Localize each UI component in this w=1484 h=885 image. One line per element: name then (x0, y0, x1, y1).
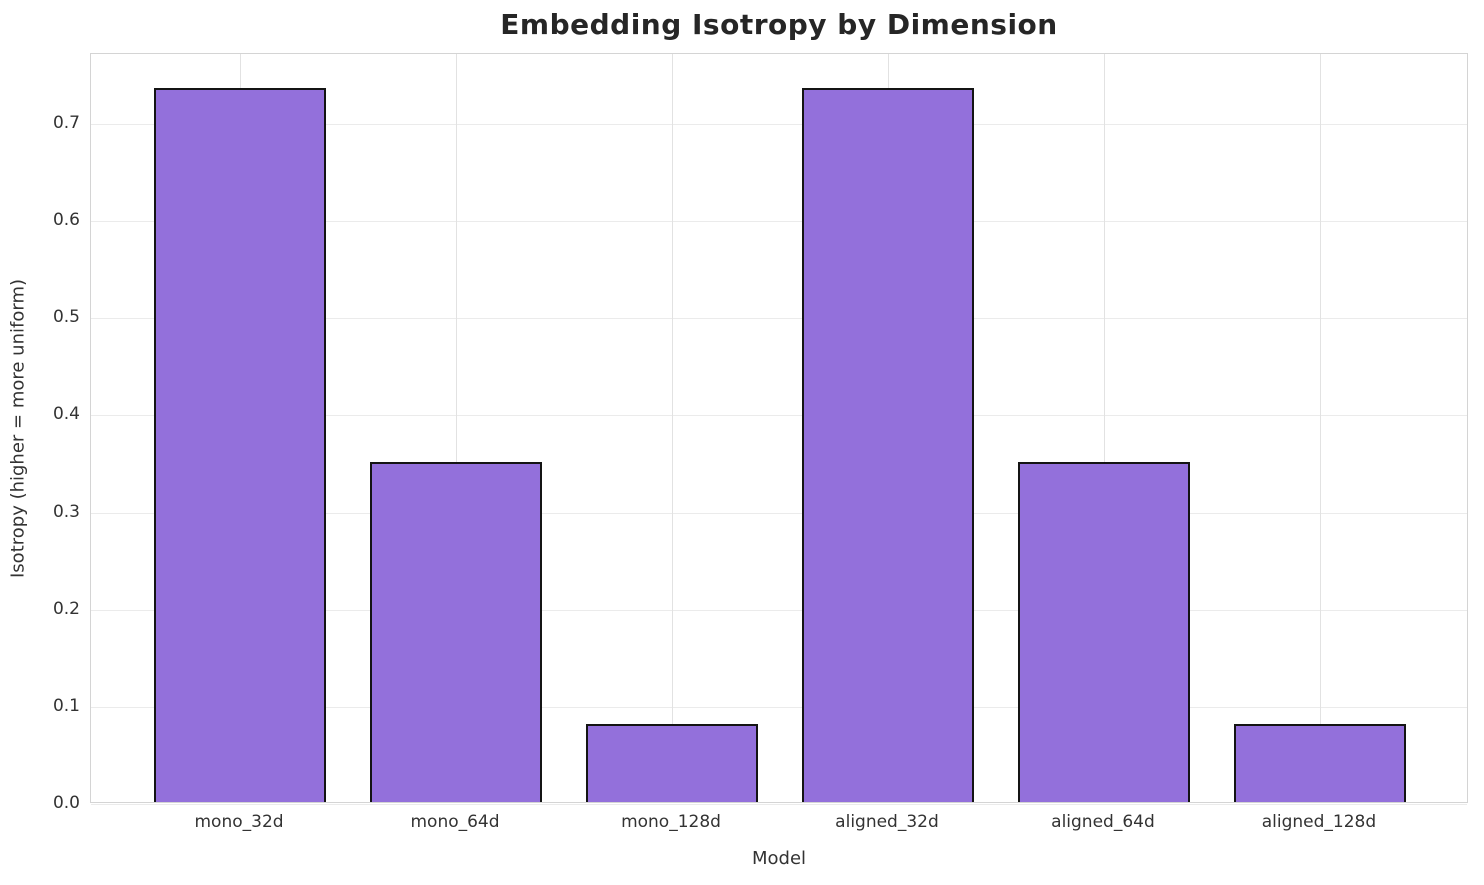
gridline-horizontal (91, 804, 1467, 805)
x-tick-label-mono_32d: mono_32d (194, 812, 284, 832)
bar-mono_32d (153, 87, 327, 802)
y-tick-label: 0.4 (52, 404, 80, 425)
gridline-horizontal (91, 706, 1467, 708)
bar-mono_64d (369, 461, 543, 802)
gridline-horizontal (91, 609, 1467, 611)
y-tick-label: 0.2 (52, 598, 80, 619)
y-tick-label: 0.1 (52, 695, 80, 716)
gridline-vertical (456, 54, 458, 802)
bar-aligned_64d (1017, 461, 1191, 802)
gridline-vertical (672, 54, 673, 802)
gridline-vertical (1319, 54, 1321, 802)
bar-aligned_128d (1233, 724, 1407, 802)
chart-title: Embedding Isotropy by Dimension (500, 8, 1058, 41)
gridline-horizontal (91, 318, 1467, 320)
x-tick-label-aligned_64d: aligned_64d (1051, 812, 1155, 832)
bar-mono_128d (585, 724, 759, 802)
y-tick-label: 0.3 (52, 501, 80, 522)
y-tick-label: 0.6 (52, 210, 80, 231)
y-tick-label: 0.5 (52, 307, 80, 328)
gridline-vertical (1103, 54, 1105, 802)
y-tick-label: 0.0 (52, 793, 80, 813)
x-axis-label: Model (751, 848, 807, 869)
x-tick-label-aligned_32d: aligned_32d (835, 812, 939, 832)
gridline-horizontal (91, 221, 1467, 223)
gridline-horizontal (91, 512, 1467, 514)
x-tick-label-mono_128d: mono_128d (621, 812, 721, 832)
gridline-horizontal (91, 123, 1467, 125)
y-tick-label: 0.7 (52, 112, 80, 133)
bar-aligned_32d (801, 87, 975, 802)
gridline-horizontal (91, 415, 1467, 417)
x-tick-label-mono_64d: mono_64d (410, 812, 500, 832)
x-tick-label-aligned_128d: aligned_128d (1261, 812, 1377, 832)
plot-area (90, 53, 1468, 805)
